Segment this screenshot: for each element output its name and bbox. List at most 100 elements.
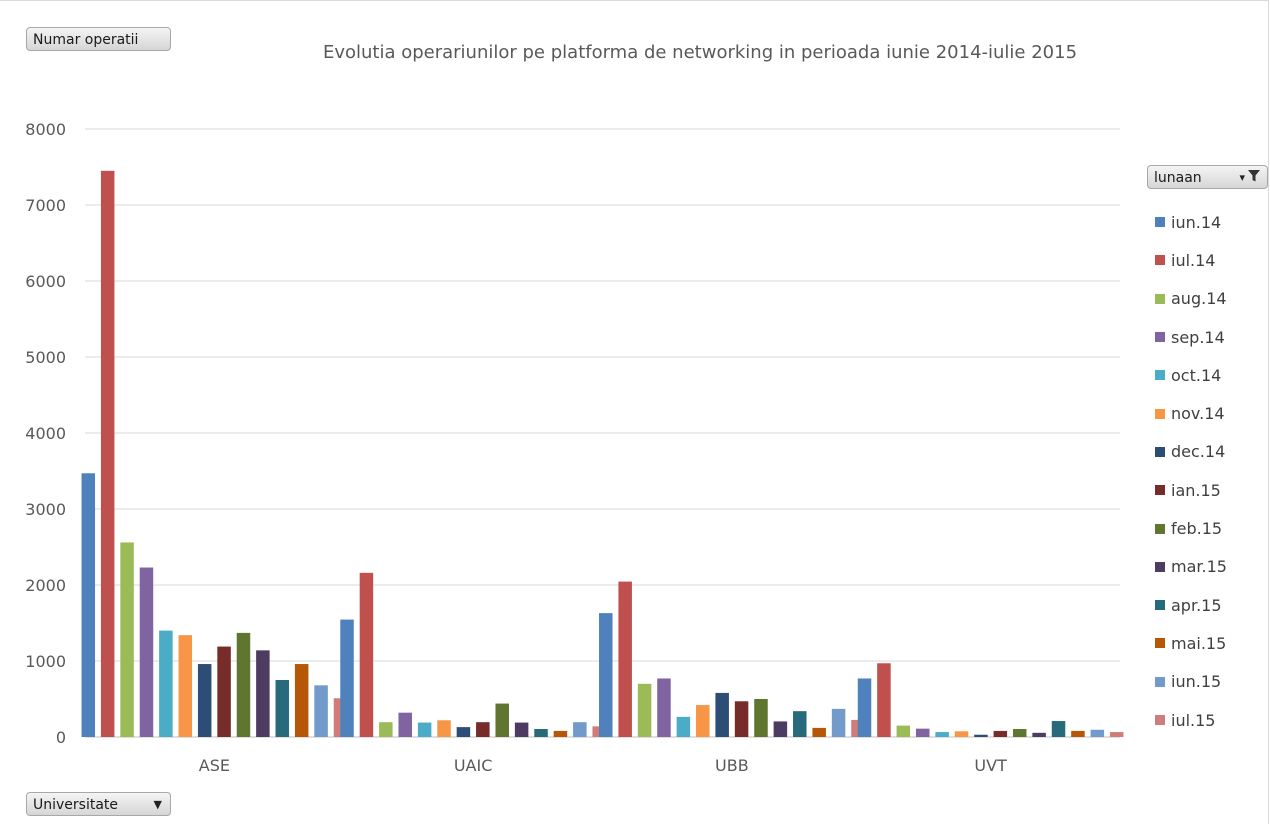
- bar-uaic-mai-15: [554, 731, 568, 737]
- bar-uvt-oct-14: [935, 732, 949, 737]
- x-tick-label: UBB: [715, 756, 749, 775]
- legend-swatch: [1155, 600, 1165, 610]
- legend-label: nov.14: [1171, 404, 1225, 423]
- bar-ase-iun-15: [314, 685, 328, 737]
- legend-item[interactable]: mar.15: [1155, 548, 1227, 586]
- bar-uvt-iun-14: [858, 678, 872, 737]
- legend-item[interactable]: apr.15: [1155, 586, 1227, 624]
- legend-swatch: [1155, 524, 1165, 534]
- legend-label: mar.15: [1171, 557, 1227, 576]
- legend-item[interactable]: aug.14: [1155, 280, 1227, 318]
- legend-label: aug.14: [1171, 289, 1227, 308]
- legend-label: iun.14: [1171, 213, 1221, 232]
- legend-label: apr.15: [1171, 596, 1222, 615]
- legend-swatch: [1155, 677, 1165, 687]
- bar-ase-oct-14: [159, 631, 173, 737]
- bar-uvt-iul-14: [877, 663, 891, 737]
- bar-uvt-feb-15: [1013, 729, 1027, 737]
- legend-field-button[interactable]: lunaan ▾: [1147, 165, 1268, 189]
- bar-uvt-mar-15: [1032, 733, 1046, 737]
- bar-ubb-iun-14: [599, 613, 613, 737]
- bar-ase-mai-15: [295, 664, 309, 737]
- legend-swatch: [1155, 294, 1165, 304]
- bar-uaic-sep-14: [398, 713, 412, 737]
- bar-ubb-mai-15: [812, 728, 826, 737]
- x-tick-label: UAIC: [454, 756, 493, 775]
- bar-ase-sep-14: [140, 568, 154, 737]
- bar-ubb-iul-14: [618, 582, 632, 737]
- legend-item[interactable]: ian.15: [1155, 471, 1227, 509]
- bar-uvt-mai-15: [1071, 731, 1085, 737]
- legend-swatch: [1155, 409, 1165, 419]
- legend-item[interactable]: iun.14: [1155, 203, 1227, 241]
- y-tick-label: 1000: [25, 652, 66, 671]
- bar-ase-nov-14: [179, 635, 193, 737]
- y-tick-label: 7000: [25, 196, 66, 215]
- bar-uaic-iun-14: [340, 620, 354, 737]
- bar-ubb-feb-15: [754, 699, 768, 737]
- legend-item[interactable]: iul.14: [1155, 241, 1227, 279]
- category-field-button[interactable]: Universitate ▼: [26, 792, 171, 816]
- bar-ubb-mar-15: [774, 721, 788, 737]
- legend-field-label: lunaan: [1154, 170, 1202, 186]
- bar-ubb-sep-14: [657, 678, 671, 737]
- legend-item[interactable]: dec.14: [1155, 433, 1227, 471]
- y-tick-label: 2000: [25, 576, 66, 595]
- legend-label: iun.15: [1171, 672, 1221, 691]
- bar-uaic-oct-14: [418, 723, 432, 737]
- bar-uaic-feb-15: [495, 704, 509, 737]
- bar-uaic-dec-14: [457, 727, 471, 737]
- bar-ase-feb-15: [237, 633, 251, 737]
- legend-swatch: [1155, 485, 1165, 495]
- legend-label: iul.14: [1171, 251, 1215, 270]
- bar-uvt-dec-14: [974, 735, 988, 737]
- legend-swatch: [1155, 562, 1165, 572]
- bar-ase-aug-14: [120, 542, 134, 737]
- legend-item[interactable]: oct.14: [1155, 356, 1227, 394]
- legend-item[interactable]: sep.14: [1155, 318, 1227, 356]
- legend-label: mai.15: [1171, 634, 1226, 653]
- legend-item[interactable]: nov.14: [1155, 394, 1227, 432]
- y-tick-label: 0: [56, 728, 66, 747]
- legend-swatch: [1155, 370, 1165, 380]
- dropdown-arrow-icon: ▼: [154, 793, 162, 817]
- bar-uvt-aug-14: [897, 726, 911, 737]
- bar-uaic-apr-15: [534, 729, 548, 737]
- bar-ubb-nov-14: [696, 705, 710, 737]
- y-tick-label: 4000: [25, 424, 66, 443]
- bar-ubb-ian-15: [735, 701, 749, 737]
- bar-uaic-mar-15: [515, 723, 529, 737]
- bar-uaic-iun-15: [573, 722, 587, 737]
- legend-item[interactable]: mai.15: [1155, 624, 1227, 662]
- bar-uvt-apr-15: [1052, 721, 1066, 737]
- bar-ase-ian-15: [217, 647, 231, 737]
- y-tick-label: 8000: [25, 120, 66, 139]
- legend-item[interactable]: iun.15: [1155, 663, 1227, 701]
- bar-ubb-oct-14: [677, 717, 691, 737]
- legend: iun.14 iul.14 aug.14 sep.14 oct.14 nov.14 dec.…: [1155, 203, 1227, 739]
- legend-label: dec.14: [1171, 442, 1225, 461]
- legend-swatch: [1155, 332, 1165, 342]
- legend-swatch: [1155, 638, 1165, 648]
- y-tick-label: 6000: [25, 272, 66, 291]
- legend-swatch: [1155, 715, 1165, 725]
- legend-label: sep.14: [1171, 328, 1225, 347]
- bar-ase-dec-14: [198, 664, 212, 737]
- bar-ase-apr-15: [276, 680, 290, 737]
- legend-item[interactable]: iul.15: [1155, 701, 1227, 739]
- y-tick-label: 5000: [25, 348, 66, 367]
- bar-uvt-iun-15: [1091, 730, 1105, 737]
- y-tick-label: 3000: [25, 500, 66, 519]
- bar-ase-mar-15: [256, 650, 270, 737]
- dropdown-arrow-icon: ▾: [1239, 166, 1245, 190]
- filter-icon: [1247, 169, 1261, 183]
- bar-ubb-dec-14: [715, 693, 729, 737]
- bar-ubb-apr-15: [793, 711, 807, 737]
- bar-uvt-ian-15: [994, 731, 1008, 737]
- legend-swatch: [1155, 447, 1165, 457]
- legend-item[interactable]: feb.15: [1155, 509, 1227, 547]
- bar-uvt-sep-14: [916, 729, 930, 737]
- bar-uaic-nov-14: [437, 720, 451, 737]
- legend-label: feb.15: [1171, 519, 1222, 538]
